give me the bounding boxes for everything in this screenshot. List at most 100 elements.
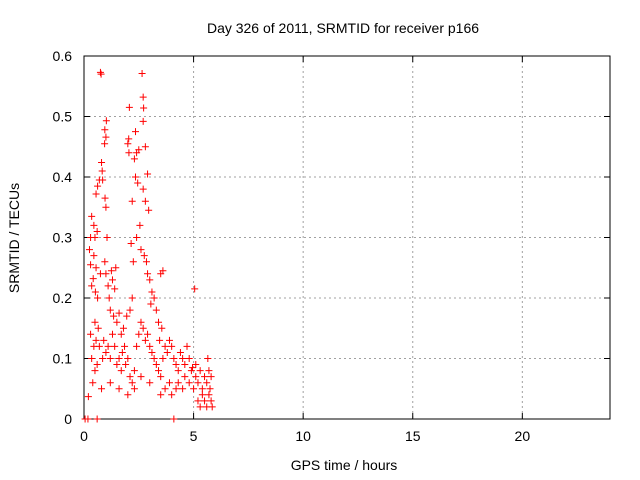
data-point [99,355,107,362]
data-point [132,128,140,136]
data-point [176,348,184,356]
data-point [135,146,143,154]
data-point [117,330,125,338]
data-point [203,379,211,387]
data-point [94,324,102,332]
data-point [104,342,112,350]
data-point [130,367,138,375]
x-axis-label: GPS time / hours [291,457,398,473]
data-point [183,342,191,350]
data-point [146,342,154,350]
data-point [98,167,106,175]
data-point [158,324,166,332]
data-point [172,385,180,393]
data-point [140,252,148,260]
data-point [150,294,158,302]
data-point [88,355,96,362]
data-point [121,342,129,350]
data-point [170,415,178,423]
data-point [90,252,98,260]
chart-title: Day 326 of 2011, SRMTID for receiver p16… [207,20,479,36]
data-point [138,70,146,78]
data-point [87,261,95,269]
data-point [141,197,149,205]
data-point [163,348,171,356]
data-point [207,397,215,405]
data-point [102,117,110,125]
data-point [91,318,99,326]
data-point [87,330,95,338]
data-point [170,355,178,362]
data-point [137,373,145,381]
data-point [102,348,110,356]
data-point [179,385,187,393]
data-point [92,190,100,198]
data-point [89,275,97,283]
data-point [113,361,121,369]
y-axis-label: SRMTID / TECUs [6,183,22,293]
data-point [108,276,116,284]
data-point [112,264,120,272]
data-point [205,367,213,375]
data-point [146,379,154,387]
data-point [92,336,100,344]
data-point [148,348,156,356]
data-point [85,246,93,254]
x-tick-label: 15 [405,428,421,444]
data-point [84,415,92,423]
data-point [117,367,125,375]
data-point [196,367,204,375]
data-point [139,185,147,193]
data-point [198,391,206,399]
y-ticks: 0 0.1 0.2 0.3 0.4 0.5 0.6 [53,48,610,427]
data-point [179,355,187,362]
data-point [102,203,110,211]
data-point [132,173,140,181]
data-point [145,206,153,214]
data-point [125,103,133,111]
data-point [125,149,133,157]
data-point [94,182,102,190]
data-point [106,306,114,314]
data-point [123,312,131,320]
data-point [111,342,119,350]
data-point [124,355,132,362]
data-point [194,397,202,405]
data-point [168,391,176,399]
data-point [106,379,114,387]
data-point [126,373,134,381]
data-point [190,385,198,393]
data-point [155,367,163,375]
data-point [194,379,202,387]
data-point [201,373,209,381]
data-point [192,373,200,381]
data-point [127,240,135,248]
data-point [91,367,99,375]
data-point [139,324,147,332]
data-point [136,221,144,229]
data-point [156,336,164,344]
data-point [130,385,138,393]
data-point [87,234,95,241]
data-point [103,234,111,241]
data-point [88,282,96,290]
data-point [152,361,160,369]
data-point [111,285,119,293]
data-point [161,385,169,393]
data-point [106,355,114,362]
data-point [192,361,200,369]
y-tick-label: 0.5 [53,109,73,125]
data-point [105,294,113,302]
data-point [191,285,199,293]
data-point [187,367,195,375]
data-point [134,179,142,187]
y-tick-label: 0 [64,411,72,427]
data-point [137,318,145,326]
data-point [94,294,102,302]
y-tick-label: 0.1 [53,351,73,367]
data-point [137,246,145,254]
data-point [124,140,132,148]
data-point [93,227,101,235]
data-point [104,282,112,290]
data-point [130,155,138,163]
